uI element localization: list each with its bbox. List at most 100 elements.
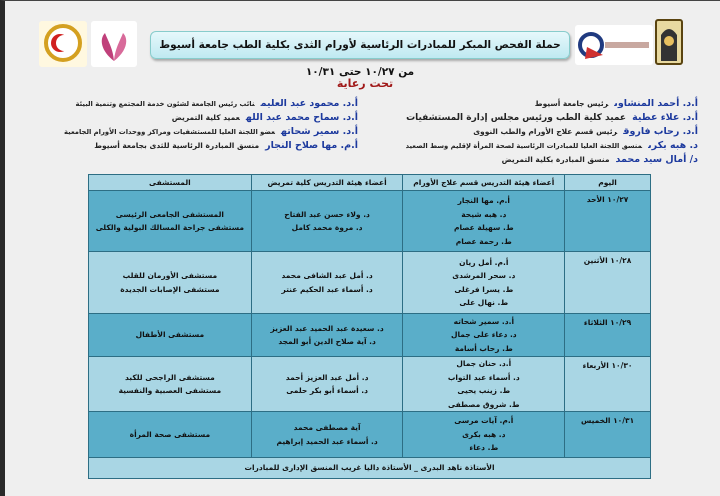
column-header-nursing: أعضاء هيئة التدريس كلية تمريض [250,174,404,191]
sponsor-role: عميد كلية الطب ورئيس مجلس إدارة المستشفي… [406,113,627,123]
oncology-staff-cell-line: ط. سهيلة عصام [453,223,514,232]
sponsor-name: أ.د. رحاب فاروق [623,126,698,137]
hospital-cell-line: مستشفى صحة المرأة [129,429,211,439]
oncology-staff-cell-line: ط. نهال على [459,298,509,307]
oncology-staff-cell: أ.م. أمل ريان د. سحر المرشدى ط. يسرا فرغلى… [402,251,566,314]
sponsor-role: منسق المبادرة الرئاسية للثدى بجامعة أسيو… [94,141,260,150]
nursing-staff-cell-line: د. مروة محمد كامل [291,223,363,232]
nursing-staff-cell-line: آية مصطفى محمد [293,423,361,432]
hospital-cell-line: المستشفى الجامعى الرئيسى [115,209,224,219]
oncology-staff-cell-line: ط. يسرا فرغلى [454,284,514,294]
hospital-cell: مستشفى الأطفال [88,313,252,357]
nursing-staff-cell: د. أمل عبد العزيز أحمد د. أسماء أبو بكر ح… [250,356,404,412]
oncology-staff-cell-line: أ.د. حنان جمال [456,359,512,368]
day-cell: ١٠/٣١ الخميس [564,411,651,458]
sponsor-name: أ.م. مها صلاح النجار [265,140,358,151]
sponsor-role: منسق المبادرة بكلية التمريض [501,155,610,164]
table-footer-row: الأستاذة ناهد البدرى _ الأستاذة داليا غر… [88,457,651,479]
assiut-university-logo [655,19,683,65]
oncology-staff-cell-line: ط. دعاء [469,443,499,453]
sponsor-role: نائب رئيس الجامعة لشئون خدمة المجتمع وتن… [75,100,255,108]
sponsor: أ.م. مها صلاح النجار منسق المبادرة الرئاس… [94,140,358,151]
hospital-cell-line: مستشفى الإصابات الجديدة [120,284,220,294]
medical-school-logo [575,25,653,65]
under-patronage-heading: تحت رعاية [336,77,394,90]
day-cell: ١٠/٢٨ الأثنين [564,251,651,314]
hospital-cell: مستشفى صحة المرأة [88,411,252,458]
sponsor: أ.د. علاء عطية عميد كلية الطب ورئيس مجلس … [406,112,698,123]
nursing-staff-cell: آية مصطفى محمد د. أسماء عبد الحميد إبراهي… [250,411,404,458]
nursing-staff-cell: د. سعيدة عبد الحميد عبد العزيز د. آية صلا… [250,313,404,357]
sponsor: أ.د. سمير شحاته عضو اللجنة العليا للمستشف… [64,126,358,137]
oncology-staff-cell: أ.د. حنان جمال د. أسماء عبد التواب ط. زينب… [402,356,566,412]
oncology-staff-cell-line: أ.م. آيات مرسى [454,416,514,426]
sponsor: أ.د. رحاب فاروق رئيس قسم علاج الأورام وال… [473,126,698,137]
sponsor-name: أ.د. علاء عطية [632,112,698,123]
oncology-staff-cell-line: ط. رحاب أسامة [454,343,513,353]
oncology-staff-cell-line: د. أسماء عبد التواب [447,372,520,382]
sponsor-name: د/ أمال سيد محمد [615,154,698,165]
sponsor: أ.د. أحمد المنشاوى رئيس جامعة أسيوط [535,98,698,109]
oncology-staff-cell-line: د. دعاء على جمال [450,330,517,340]
women-health-initiative-logo [91,21,137,67]
nursing-staff-cell-line: د. سعيدة عبد الحميد عبد العزيز [270,323,384,333]
nursing-staff-cell-line: د. أمل عبد الشافى محمد [281,271,373,280]
admin-coordinators: الأستاذة ناهد البدرى _ الأستاذة داليا غر… [88,457,651,479]
table-header: اليوم أعضاء هيئة التدريس قسم علاج الأورا… [88,174,651,191]
oncology-staff-cell-line: د. سحر المرشدى [452,271,516,280]
sponsor: د/ أمال سيد محمد منسق المبادرة بكلية التم… [502,154,698,165]
nursing-staff-cell: د. ولاء حسن عبد الفتاح د. مروة محمد كامل [250,190,404,252]
column-header-hospital: المستشفى [88,174,252,191]
oncology-staff-cell: أ.م. مها النجار د. هبه شيحة ط. سهيلة عصام ط… [402,190,566,252]
red-crescent-logo [39,21,87,67]
oncology-staff-cell-line: ط. زينب يحيى [457,386,511,395]
hospital-cell: مستشفى الأورمان للقلب مستشفى الإصابات الج… [88,251,252,314]
sponsor-role: منسق اللجنة العليا للمبادرات الرئاسية لص… [405,142,643,150]
oncology-staff-cell: أ.م. آيات مرسى د. هبه بكرى ط. دعاء [402,411,566,458]
sponsor: د. هبه بكرى منسق اللجنة العليا للمبادرات … [406,140,698,151]
sponsor: أ.د. محمود عبد العليم نائب رئيس الجامعة ل… [76,98,358,109]
oncology-staff-cell-line: أ.م. مها النجار [457,196,510,205]
nursing-staff-cell-line: د. أسماء عبد الحكيم عنتر [281,284,373,294]
nursing-staff-cell-line: د. أسماء أبو بكر حلمى [286,386,368,395]
column-header-oncology: أعضاء هيئة التدريس قسم علاج الأورام [402,174,566,191]
oncology-staff-cell-line: ط. شروق مصطفى [447,399,520,409]
sponsor-name: أ.د. سمير شحاته [280,126,358,137]
day-cell: ١٠/٣٠ الأربعاء [564,356,651,412]
oncology-staff-cell-line: د. هبه شيحة [461,209,507,219]
nursing-staff-cell-line: د. آية صلاح الدين أبو المجد [278,337,376,346]
table-row: ١٠/٣١ الخميس أ.م. آيات مرسى د. هبه بكرى ط. … [88,411,651,458]
hospital-cell-line: مستشفى الراجحى للكبد [124,372,215,382]
nursing-staff-cell-line: د. ولاء حسن عبد الفتاح [284,209,370,219]
table-row: ١٠/٢٨ الأثنين أ.م. أمل ريان د. سحر المرشدى… [88,251,651,314]
sponsor-role: رئيس جامعة أسيوط [534,99,609,108]
column-header-day: اليوم [564,174,651,191]
nursing-staff-cell-line: د. أمل عبد العزيز أحمد [285,372,369,382]
hospital-cell-line: مستشفى العصبية والنفسية [118,386,222,395]
sponsor-role: رئيس قسم علاج الأورام والطب النووى [473,127,618,136]
table-row: ١٠/٢٧ الأحد أ.م. مها النجار د. هبه شيحة ط. … [88,190,651,252]
hospital-cell: المستشفى الجامعى الرئيسى مستشفى جراحة الم… [88,190,252,252]
sponsor: أ.د. سماح محمد عبد الله عميد كلية التمريض [172,112,358,123]
table-row: ١٠/٣٠ الأربعاء أ.د. حنان جمال د. أسماء عبد… [88,356,651,412]
hospital-cell-line: مستشفى جراحة المسالك البولية والكلى [95,223,245,232]
hospital-cell: مستشفى الراجحى للكبد مستشفى العصبية والنف… [88,356,252,412]
sponsor-name: أ.د. أحمد المنشاوى [614,98,698,109]
hospital-cell-line: مستشفى الأورمان للقلب [122,271,218,280]
nursing-staff-cell-line: د. أسماء عبد الحميد إبراهيم [276,436,378,446]
table-row: ١٠/٢٩ الثلاثاء أ.د. سمير شحاته د. دعاء على… [88,313,651,357]
day-cell: ١٠/٢٩ الثلاثاء [564,313,651,357]
oncology-staff-cell-line: ط. رحمة عصام [455,236,512,246]
oncology-staff-cell: أ.د. سمير شحاته د. دعاء على جمال ط. رحاب أ… [402,313,566,357]
sponsor-name: أ.د. سماح محمد عبد الله [245,112,358,123]
sponsor-name: أ.د. محمود عبد العليم [260,98,358,109]
campaign-title: حملة الفحص المبكر للمبادرات الرئاسية لأو… [150,31,570,78]
sponsor-role: عضو اللجنة العليا للمستشفيات ومراكز ووحد… [64,128,275,136]
hospital-cell-line: مستشفى الأطفال [135,330,205,340]
sponsor-name: د. هبه بكرى [648,140,698,151]
oncology-staff-cell-line: أ.م. أمل ريان [459,257,509,267]
oncology-staff-cell-line: أ.د. سمير شحاته [453,316,515,326]
day-cell: ١٠/٢٧ الأحد [564,190,651,252]
nursing-staff-cell: د. أمل عبد الشافى محمد د. أسماء عبد الحكي… [250,251,404,314]
sponsor-role: عميد كلية التمريض [171,113,240,122]
